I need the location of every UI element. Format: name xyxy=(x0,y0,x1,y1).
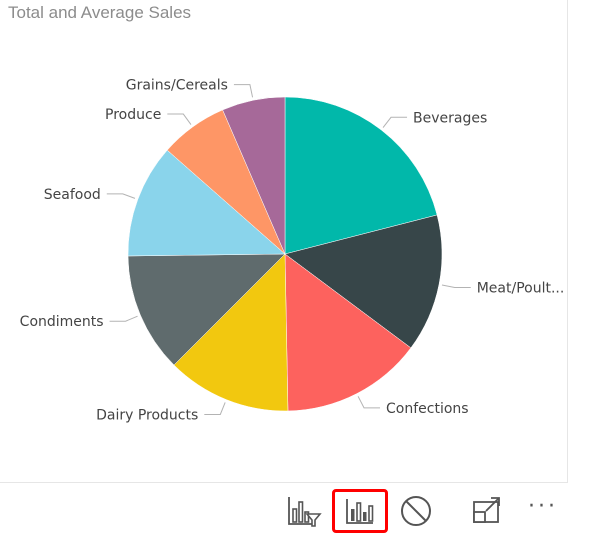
pie-slice-5[interactable] xyxy=(127,149,286,257)
pie-chart: Beverages Meat/Poult... Confections Dairy P… xyxy=(20,78,565,424)
bar-chart-icon xyxy=(346,499,374,524)
pie-slice-7[interactable] xyxy=(222,96,286,255)
no-entry-icon xyxy=(401,496,431,526)
leader-line-4 xyxy=(109,315,138,322)
slice-label-2: Confections xyxy=(386,401,469,417)
slice-label-4: Condiments xyxy=(20,314,104,330)
leader-line-5 xyxy=(106,193,136,199)
leader-line-2 xyxy=(357,396,381,409)
focus-mode-icon xyxy=(473,497,500,523)
drill-filter-button[interactable] xyxy=(284,491,324,531)
drill-filter-icon xyxy=(288,497,322,527)
leader-line-6 xyxy=(167,113,192,125)
leader-line-3 xyxy=(204,402,226,415)
focus-mode-button[interactable] xyxy=(467,491,507,531)
pie-slice-4[interactable] xyxy=(127,253,286,366)
bar-chart-button[interactable] xyxy=(332,489,388,533)
pie-slice-1[interactable] xyxy=(284,214,443,349)
slice-label-0: Beverages xyxy=(413,110,487,126)
slice-label-6: Produce xyxy=(105,107,161,123)
leader-line-7 xyxy=(233,84,254,98)
pie-chart-visual[interactable]: Total and Average Sales Beverages Meat/Po… xyxy=(0,0,568,483)
visual-toolbar: ··· xyxy=(0,483,591,537)
slice-label-7: Grains/Cereals xyxy=(126,78,228,94)
leader-line-0 xyxy=(382,116,408,128)
slice-label-3: Dairy Products xyxy=(96,407,198,423)
more-options-icon: ··· xyxy=(528,494,558,519)
leader-line-1 xyxy=(441,284,471,288)
more-options-button[interactable]: ··· xyxy=(523,491,563,531)
pie-slice-3[interactable] xyxy=(173,253,289,412)
no-entry-button[interactable] xyxy=(396,491,436,531)
pie-slice-2[interactable] xyxy=(284,253,412,412)
visual-title: Total and Average Sales xyxy=(8,3,192,22)
pie-slice-0[interactable] xyxy=(284,96,438,255)
slice-label-5: Seafood xyxy=(44,187,101,203)
slice-label-1: Meat/Poult... xyxy=(477,280,565,296)
